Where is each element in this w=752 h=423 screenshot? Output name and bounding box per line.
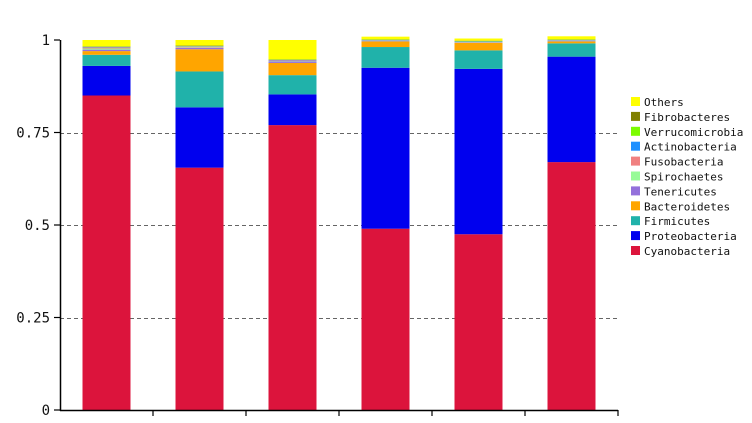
legend-swatch <box>631 216 640 225</box>
bar-segment <box>176 71 224 107</box>
legend-label: Cyanobacteria <box>644 245 730 258</box>
bar-segment <box>548 41 596 43</box>
bar-segment <box>269 63 317 75</box>
legend-swatch <box>631 127 640 136</box>
legend-label: Actinobacteria <box>644 141 737 154</box>
bar-segment <box>548 57 596 162</box>
y-tick-label: 0.5 <box>25 218 50 234</box>
bar-segment <box>83 40 131 46</box>
legend-swatch <box>631 231 640 240</box>
bar-segment <box>269 40 317 59</box>
legend-label: Firmicutes <box>644 215 710 228</box>
legend-label: Others <box>644 96 684 109</box>
bar-segment <box>83 55 131 66</box>
grid-layer <box>60 134 618 319</box>
legend-label: Proteobacteria <box>644 230 737 243</box>
bar-segment <box>548 162 596 410</box>
legend: Others Fibrobacteres Verrucomicrobia Actino… <box>631 96 743 258</box>
bar-segment <box>83 66 131 96</box>
bar-segment <box>176 49 224 71</box>
legend-swatch <box>631 201 640 210</box>
legend-swatch <box>631 157 640 166</box>
bar-segment <box>176 40 224 46</box>
bar-segment <box>455 69 503 234</box>
legend-label: Tenericutes <box>644 185 717 198</box>
bar-segment <box>362 229 410 410</box>
bar-segment <box>83 49 131 50</box>
legend-swatch <box>631 112 640 121</box>
bar-segment <box>269 75 317 94</box>
bar-segment <box>455 39 503 41</box>
legend-label: Bacteroidetes <box>644 200 730 213</box>
bar-segment <box>83 50 131 51</box>
bars-layer <box>83 36 596 410</box>
legend-swatch <box>631 97 640 106</box>
y-tick-label: 0.75 <box>16 126 50 142</box>
y-tick-label: 0 <box>42 403 50 418</box>
bar-segment <box>269 94 317 125</box>
legend-label: Fibrobacteres <box>644 111 730 124</box>
bar-segment <box>362 47 410 68</box>
bar-segment <box>362 68 410 229</box>
bar-segment <box>176 47 224 48</box>
bar-segment <box>548 36 596 39</box>
bar-segment <box>269 60 317 61</box>
bar-segment <box>548 43 596 56</box>
y-tick-label: 1 <box>42 33 50 49</box>
legend-swatch <box>631 142 640 151</box>
bar-segment <box>176 168 224 410</box>
legend-swatch <box>631 246 640 255</box>
bar-segment <box>83 51 131 55</box>
bar-segment <box>455 234 503 410</box>
bar-segment <box>83 47 131 48</box>
legend-label: Spirochaetes <box>644 171 723 184</box>
bar-segment <box>455 43 503 50</box>
legend-label: Fusobacteria <box>644 156 723 169</box>
legend-label: Verrucomicrobia <box>644 126 743 139</box>
bar-segment <box>362 41 410 47</box>
bar-segment <box>83 96 131 411</box>
bar-segment <box>362 37 410 40</box>
bar-segment <box>176 107 224 167</box>
y-tick-label: 0.25 <box>16 311 50 327</box>
bar-segment <box>455 50 503 69</box>
legend-swatch <box>631 186 640 195</box>
bar-segment <box>176 48 224 49</box>
legend-swatch <box>631 172 640 181</box>
bar-segment <box>269 61 317 62</box>
bar-segment <box>269 125 317 410</box>
